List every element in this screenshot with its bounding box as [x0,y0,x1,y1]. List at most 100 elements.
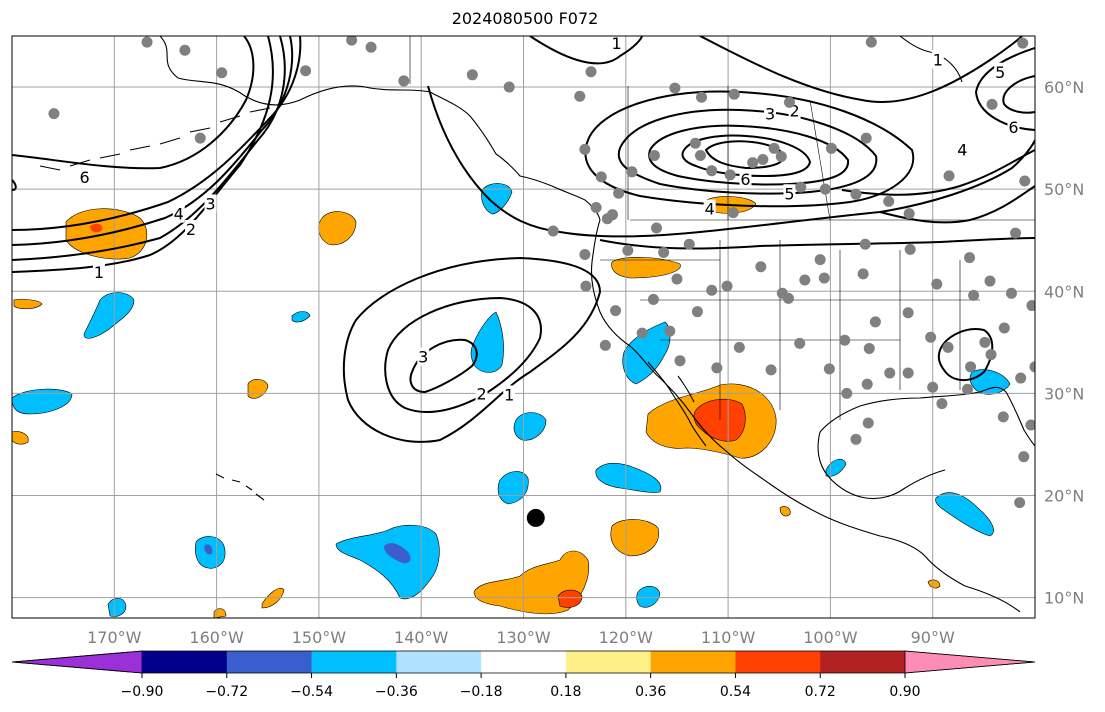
station-marker[interactable] [706,165,718,177]
station-marker[interactable] [823,363,835,375]
station-marker[interactable] [1026,300,1037,312]
station-marker[interactable] [683,238,695,250]
station-marker[interactable] [1017,37,1029,49]
station-marker[interactable] [1014,497,1026,509]
station-marker[interactable] [765,364,777,376]
station-marker[interactable] [884,367,896,379]
station-marker[interactable] [733,341,745,353]
station-marker[interactable] [585,66,597,78]
station-marker[interactable] [985,349,997,361]
station-marker[interactable] [1005,287,1017,299]
station-marker[interactable] [721,280,733,292]
station-marker[interactable] [346,35,358,46]
station-marker[interactable] [782,292,794,304]
station-marker[interactable] [755,261,767,273]
station-marker[interactable] [902,367,914,379]
station-marker[interactable] [1010,227,1022,239]
station-marker[interactable] [674,355,686,367]
station-marker[interactable] [613,187,625,199]
station-marker[interactable] [998,322,1010,334]
station-marker[interactable] [503,81,515,93]
station-marker[interactable] [961,383,973,395]
station-marker[interactable] [903,208,915,220]
station-marker[interactable] [689,137,701,149]
station-marker[interactable] [839,334,851,346]
station-marker[interactable] [747,157,759,169]
station-marker[interactable] [216,67,228,79]
station-marker[interactable] [850,433,862,445]
station-marker[interactable] [579,249,591,261]
station-marker[interactable] [986,98,998,110]
station-marker[interactable] [724,169,736,181]
station-marker[interactable] [599,339,611,351]
station-marker[interactable] [794,337,806,349]
station-marker[interactable] [727,207,739,219]
station-marker[interactable] [819,183,831,195]
station-marker[interactable] [859,238,871,250]
station-marker[interactable] [648,149,660,161]
station-marker[interactable] [466,69,478,81]
station-marker[interactable] [841,387,853,399]
station-marker[interactable] [607,209,619,221]
station-marker[interactable] [650,222,662,234]
station-marker[interactable] [694,149,706,161]
station-marker[interactable] [579,143,591,155]
station-marker[interactable] [795,181,807,193]
station-marker[interactable] [671,273,683,285]
station-marker[interactable] [862,417,874,429]
station-marker[interactable] [902,307,914,319]
station-marker[interactable] [863,342,875,354]
station-marker[interactable] [696,91,708,103]
station-marker[interactable] [857,268,869,280]
station-marker[interactable] [691,306,703,318]
storm-center-marker[interactable] [526,508,545,527]
station-marker[interactable] [757,154,769,166]
station-marker[interactable] [936,398,948,410]
station-marker[interactable] [658,246,670,258]
station-marker[interactable] [398,75,410,87]
station-marker[interactable] [647,293,659,305]
station-marker[interactable] [728,88,740,100]
station-marker[interactable] [590,202,602,214]
station-marker[interactable] [1019,175,1031,187]
station-marker[interactable] [965,361,977,373]
station-marker[interactable] [979,336,991,348]
station-marker[interactable] [775,150,787,162]
station-marker[interactable] [1015,372,1027,384]
station-marker[interactable] [179,44,191,56]
station-marker[interactable] [860,132,872,144]
station-marker[interactable] [626,166,638,178]
station-marker[interactable] [580,280,592,292]
station-marker[interactable] [964,252,976,264]
station-marker[interactable] [365,41,377,53]
station-marker[interactable] [825,142,837,154]
station-marker[interactable] [925,331,937,343]
station-marker[interactable] [942,341,954,353]
station-marker[interactable] [636,327,648,339]
station-marker[interactable] [669,82,681,94]
station-marker[interactable] [1025,419,1036,431]
station-marker[interactable] [706,284,718,296]
station-marker[interactable] [547,225,559,237]
station-marker[interactable] [943,170,955,182]
station-marker[interactable] [818,272,830,284]
station-marker[interactable] [595,171,607,183]
station-marker[interactable] [869,316,881,328]
station-marker[interactable] [783,96,795,108]
station-marker[interactable] [664,325,676,337]
station-marker[interactable] [865,36,877,48]
station-marker[interactable] [799,274,811,286]
station-marker[interactable] [1018,451,1030,463]
station-marker[interactable] [141,36,153,48]
station-marker[interactable] [610,305,622,317]
station-marker[interactable] [194,132,206,144]
station-marker[interactable] [997,411,1009,423]
station-marker[interactable] [768,142,780,154]
station-marker[interactable] [622,244,634,256]
station-marker[interactable] [904,243,916,255]
station-marker[interactable] [968,289,980,301]
station-marker[interactable] [861,378,873,390]
station-marker[interactable] [927,381,939,393]
station-marker[interactable] [1029,361,1041,373]
station-marker[interactable] [850,188,862,200]
